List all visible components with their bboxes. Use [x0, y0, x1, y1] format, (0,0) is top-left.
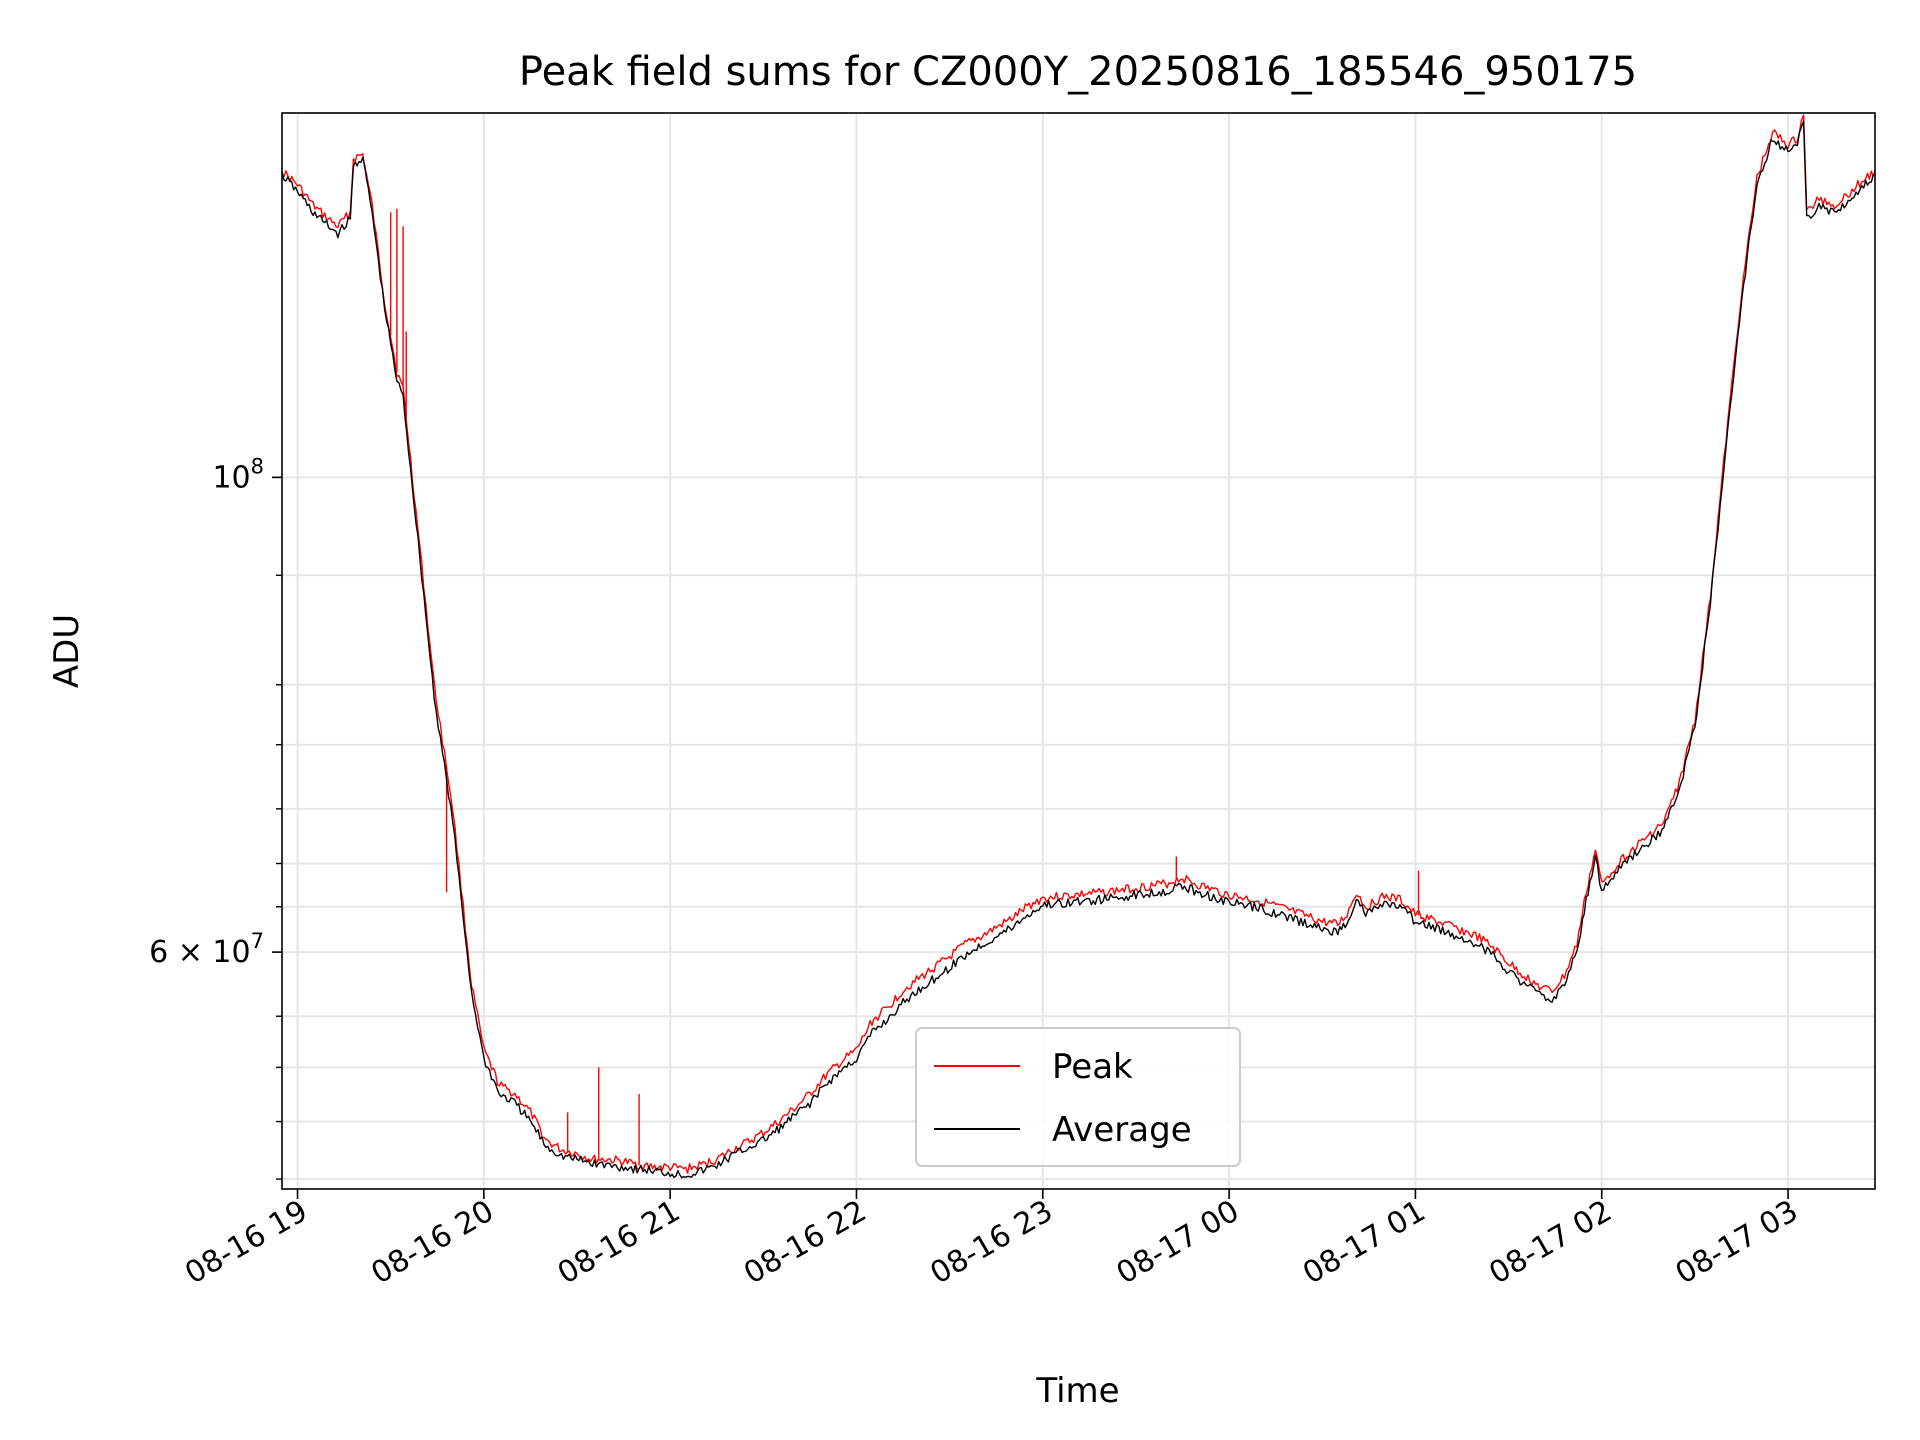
legend-average-label: Average	[1052, 1110, 1192, 1150]
y-axis: 6 × 107 108	[149, 454, 282, 1180]
series-group	[282, 120, 1875, 1179]
y-tick-label: 6 × 107	[149, 929, 264, 970]
y-axis-label: ADU	[47, 614, 87, 688]
legend: Peak Average	[915, 1027, 1241, 1167]
plot-frame	[281, 112, 1876, 1190]
series-layer	[282, 114, 1875, 1179]
legend-peak-label: Peak	[1052, 1047, 1133, 1087]
chart-title: Peak field sums for CZ000Y_20250816_1855…	[519, 49, 1637, 95]
legend-box	[915, 1027, 1241, 1167]
y-tick-label: 108	[212, 454, 264, 495]
series-group	[282, 114, 1875, 1174]
series-peak-line	[282, 114, 1875, 1174]
series-average-line	[282, 120, 1875, 1179]
x-axis-label: Time	[1035, 1371, 1119, 1411]
